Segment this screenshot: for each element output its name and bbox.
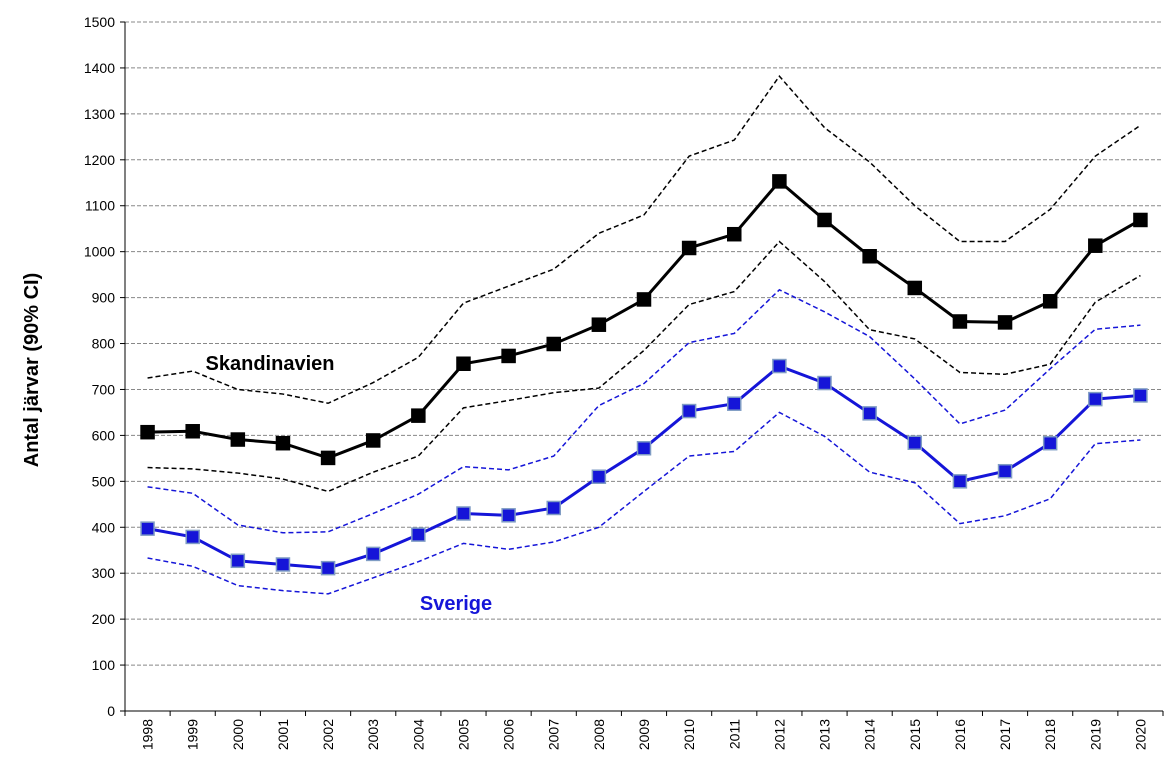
marker: [320, 450, 336, 466]
y-tick-label: 500: [92, 473, 116, 489]
x-tick-label: 2000: [230, 719, 246, 750]
x-tick-label: 2011: [726, 719, 742, 749]
marker: [140, 424, 155, 440]
marker: [997, 315, 1013, 330]
marker: [501, 508, 516, 523]
x-tick-label: 1998: [140, 719, 156, 750]
marker: [681, 403, 697, 419]
marker: [185, 529, 200, 545]
y-tick-label: 1000: [84, 244, 115, 260]
x-tick-label: 2001: [275, 719, 291, 750]
marker: [275, 435, 291, 451]
x-tick-label: 2006: [501, 719, 517, 750]
marker: [817, 375, 832, 391]
marker: [727, 226, 742, 242]
marker: [997, 463, 1013, 479]
marker: [862, 249, 877, 264]
marker: [591, 317, 607, 332]
y-tick-label: 700: [92, 381, 116, 397]
marker: [772, 358, 787, 374]
x-tick-label: 2003: [365, 719, 381, 750]
marker: [365, 433, 381, 448]
marker: [681, 240, 697, 256]
marker: [1088, 238, 1103, 253]
series-line: [147, 179, 1142, 460]
marker: [1133, 388, 1148, 403]
y-tick-label: 1500: [84, 14, 115, 30]
x-tick-label: 2019: [1087, 719, 1103, 750]
x-tick-label: 2013: [817, 719, 833, 750]
marker: [772, 174, 787, 189]
x-tick-label: 2004: [410, 719, 426, 750]
marker: [727, 396, 742, 411]
y-tick-label: 800: [92, 336, 116, 352]
y-tick-label: 1100: [85, 198, 115, 214]
series-label: Sverige: [420, 593, 492, 615]
marker: [952, 474, 968, 489]
series-label: Skandinavien: [206, 353, 335, 375]
marker: [501, 348, 516, 364]
marker: [411, 527, 426, 542]
x-tick-label: 2010: [681, 719, 697, 750]
x-tick-label: 2015: [907, 719, 923, 750]
marker: [907, 435, 923, 450]
marker: [636, 441, 652, 456]
marker: [365, 546, 381, 562]
marker: [456, 356, 471, 371]
x-tick-label: 2009: [636, 719, 652, 750]
y-tick-label: 100: [92, 657, 116, 673]
ci-line: [147, 240, 1141, 493]
x-tick-label: 2018: [1042, 719, 1058, 750]
marker: [952, 314, 968, 329]
marker: [1042, 294, 1058, 309]
y-tick-label: 400: [92, 519, 116, 535]
marker: [1088, 391, 1103, 407]
marker: [591, 469, 607, 484]
y-tick-label: 900: [92, 290, 116, 306]
ci-line: [147, 74, 1141, 405]
y-tick-label: 0: [107, 703, 115, 719]
marker: [1133, 212, 1148, 228]
x-tick-label: 2014: [862, 719, 878, 750]
marker: [546, 500, 561, 516]
x-tick-label: 2012: [771, 719, 787, 750]
marker: [411, 408, 426, 423]
x-tick-label: 2016: [952, 719, 968, 750]
x-tick-label: 2002: [320, 719, 336, 750]
marker: [1042, 435, 1058, 451]
y-tick-label: 1400: [84, 60, 115, 76]
marker: [456, 506, 471, 521]
y-tick-label: 300: [92, 565, 116, 581]
ci-line: [147, 411, 1141, 595]
y-tick-label: 1200: [84, 152, 115, 168]
marker: [862, 406, 877, 421]
marker: [230, 432, 246, 447]
marker: [275, 557, 291, 572]
y-axis-label: Antal järvar (90% CI): [21, 273, 43, 468]
marker: [546, 336, 561, 352]
marker: [907, 280, 923, 296]
marker: [230, 553, 246, 569]
x-tick-label: 1999: [185, 719, 201, 750]
y-tick-label: 600: [92, 427, 116, 443]
x-tick-label: 2007: [546, 719, 562, 750]
marker: [185, 424, 200, 439]
x-tick-label: 2020: [1132, 719, 1148, 750]
marker: [320, 560, 336, 576]
marker: [817, 212, 832, 228]
x-tick-label: 2005: [455, 719, 471, 750]
x-tick-label: 2008: [591, 719, 607, 750]
x-tick-label: 2017: [997, 719, 1013, 750]
marker: [636, 292, 652, 307]
y-tick-label: 200: [92, 611, 116, 627]
marker: [140, 521, 155, 536]
ci-line: [147, 288, 1141, 534]
y-tick-label: 1300: [84, 106, 115, 122]
